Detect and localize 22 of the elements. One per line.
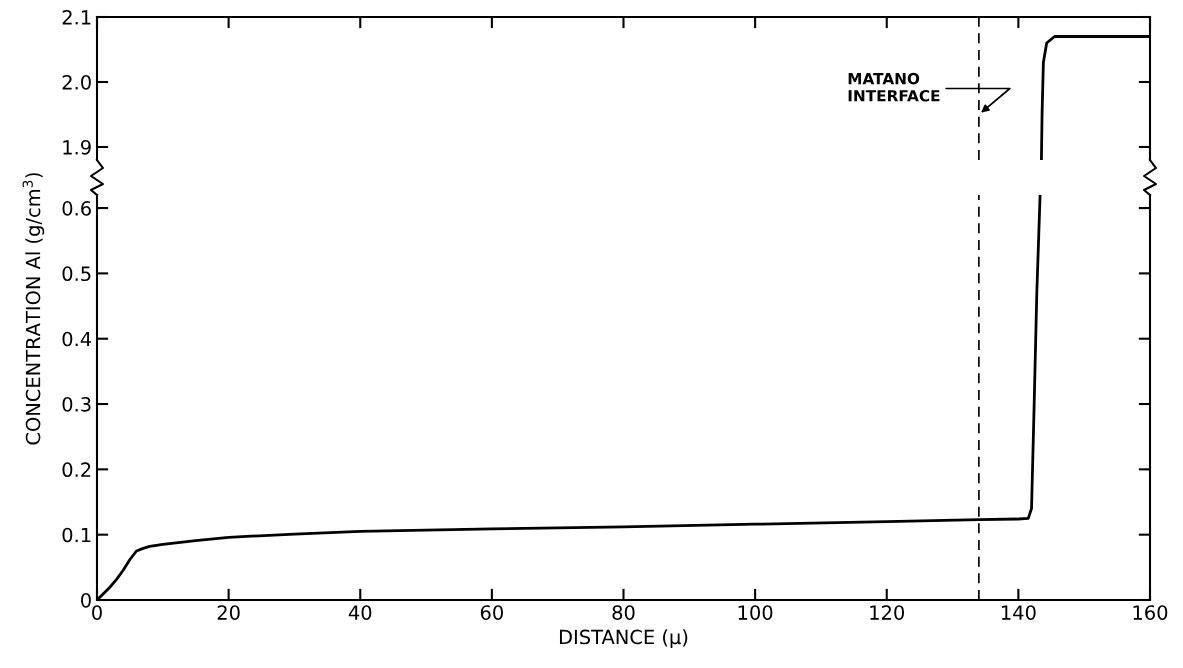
- x-tick-label: 40: [348, 605, 372, 620]
- x-tick-label: 0: [92, 605, 102, 620]
- x-tick-label: 140: [1001, 605, 1036, 620]
- annotation: MATANO INTERFACE: [848, 72, 940, 102]
- y-tick-label: 0: [81, 592, 91, 608]
- x-tick-label: 120: [870, 605, 905, 620]
- x-tick-label: 160: [1133, 605, 1168, 620]
- y-tick-label: 0.3: [62, 396, 91, 412]
- y-tick-label: 0.4: [62, 331, 92, 347]
- y-tick-label: 0.6: [62, 201, 91, 216]
- x-tick-label: 100: [738, 605, 773, 620]
- y-tick-label: 2.1: [62, 9, 91, 25]
- y-tick-label: 0.5: [62, 266, 91, 282]
- x-tick-label: 80: [612, 605, 635, 620]
- x-tick-label: 60: [480, 605, 503, 620]
- y-tick-label: 0.1: [62, 527, 91, 543]
- y-tick-label: 1.9: [63, 139, 91, 155]
- y-axis-title: CONCENTRATION Al (g/cm$^{3}$): [22, 173, 45, 445]
- y-tick-label: 0.2: [62, 462, 91, 478]
- x-axis-title: DISTANCE (μ): [559, 629, 688, 649]
- x-tick-label: 20: [217, 605, 240, 620]
- y-tick-label: 2.0: [62, 74, 91, 90]
